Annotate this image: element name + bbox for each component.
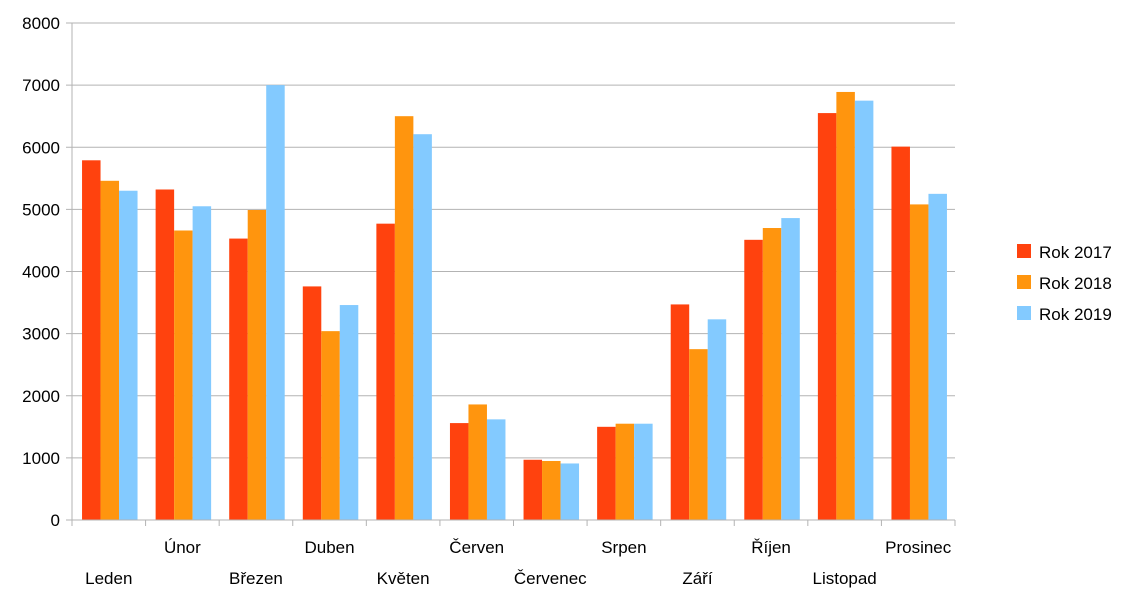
bar-duben-series-1 [302,286,322,520]
bar-březen-series-1 [229,238,248,521]
bar-červenec-series-3 [560,463,580,520]
y-tick-label: 0 [51,511,60,530]
y-tick-label: 8000 [22,14,60,33]
bar-květen-series-3 [413,134,432,521]
bar-červen-series-3 [486,419,506,520]
bars [82,85,947,521]
x-tick-label: Březen [229,569,283,588]
bar-březen-series-2 [247,209,267,520]
x-tick-label: Únor [164,538,201,557]
legend-swatch [1017,306,1031,320]
x-tick-labels: Leden Únor Březen Duben Květen Červen Červenec… [85,538,952,588]
bar-listopad-series-2 [836,91,855,521]
x-tick-label: Prosinec [885,538,952,557]
bar-listopad-series-1 [817,113,837,521]
x-tick-label: Říjen [751,538,791,557]
x-tick-label: Listopad [812,569,876,588]
bar-leden-series-2 [100,180,120,521]
bar-září-series-3 [707,319,727,520]
gridlines [72,22,955,459]
bar-listopad-series-3 [854,100,874,520]
y-tick-label: 2000 [22,387,60,406]
bar-únor-series-2 [174,230,193,520]
bar-březen-series-3 [266,85,285,520]
bar-červen-series-2 [468,404,487,520]
bar-září-series-2 [689,349,708,520]
x-tick-label: Červen [449,538,504,557]
x-tick-label: Leden [85,569,132,588]
y-tick-label: 1000 [22,449,60,468]
bar-říjen-series-2 [762,228,782,520]
legend-swatch [1017,275,1031,289]
bar-duben-series-2 [321,331,340,520]
bar-květen-series-2 [394,116,414,520]
x-tick-label: Srpen [601,538,646,557]
bar-červenec-series-2 [542,460,561,520]
legend-label: Rok 2018 [1039,274,1112,293]
x-tick-label: Červenec [514,569,587,588]
bar-prosinec-series-1 [891,146,910,520]
legend-label: Rok 2017 [1039,243,1112,262]
x-tick-label: Duben [304,538,354,557]
bar-srpen-series-2 [615,423,635,520]
bar-únor-series-3 [192,206,212,521]
bar-červenec-series-1 [523,459,543,520]
bar-srpen-series-3 [634,423,653,520]
axes [66,22,956,526]
bar-prosinec-series-2 [909,204,929,520]
bar-duben-series-3 [339,305,359,520]
y-tick-label: 5000 [22,200,60,219]
bar-leden-series-3 [119,190,138,521]
bar-říjen-series-3 [781,218,800,520]
bar-srpen-series-1 [597,426,616,520]
legend-label: Rok 2019 [1039,305,1112,324]
y-tick-label: 7000 [22,76,60,95]
y-tick-label: 3000 [22,325,60,344]
bar-leden-series-1 [82,160,101,520]
bar-červen-series-1 [449,423,469,520]
bar-únor-series-1 [155,189,175,520]
y-tick-labels: 0 1000 2000 3000 4000 5000 6000 7000 8000 [22,14,60,530]
y-tick-label: 6000 [22,138,60,157]
legend: Rok 2017 Rok 2018 Rok 2019 [1017,243,1112,324]
x-tick-label: Září [682,569,713,588]
bar-říjen-series-1 [744,239,763,520]
bar-květen-series-1 [376,223,395,520]
legend-swatch [1017,244,1031,258]
y-tick-label: 4000 [22,263,60,282]
bar-září-series-1 [670,304,690,520]
bar-prosinec-series-3 [928,193,947,520]
x-tick-label: Květen [377,569,430,588]
